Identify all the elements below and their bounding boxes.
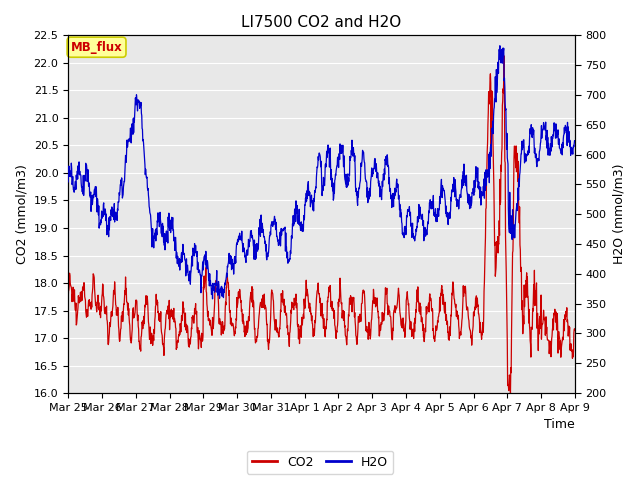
Y-axis label: H2O (mmol/m3): H2O (mmol/m3) xyxy=(612,164,625,264)
Legend: CO2, H2O: CO2, H2O xyxy=(247,451,393,474)
Title: LI7500 CO2 and H2O: LI7500 CO2 and H2O xyxy=(241,15,402,30)
X-axis label: Time: Time xyxy=(544,419,575,432)
Text: MB_flux: MB_flux xyxy=(70,41,122,54)
Y-axis label: CO2 (mmol/m3): CO2 (mmol/m3) xyxy=(15,164,28,264)
